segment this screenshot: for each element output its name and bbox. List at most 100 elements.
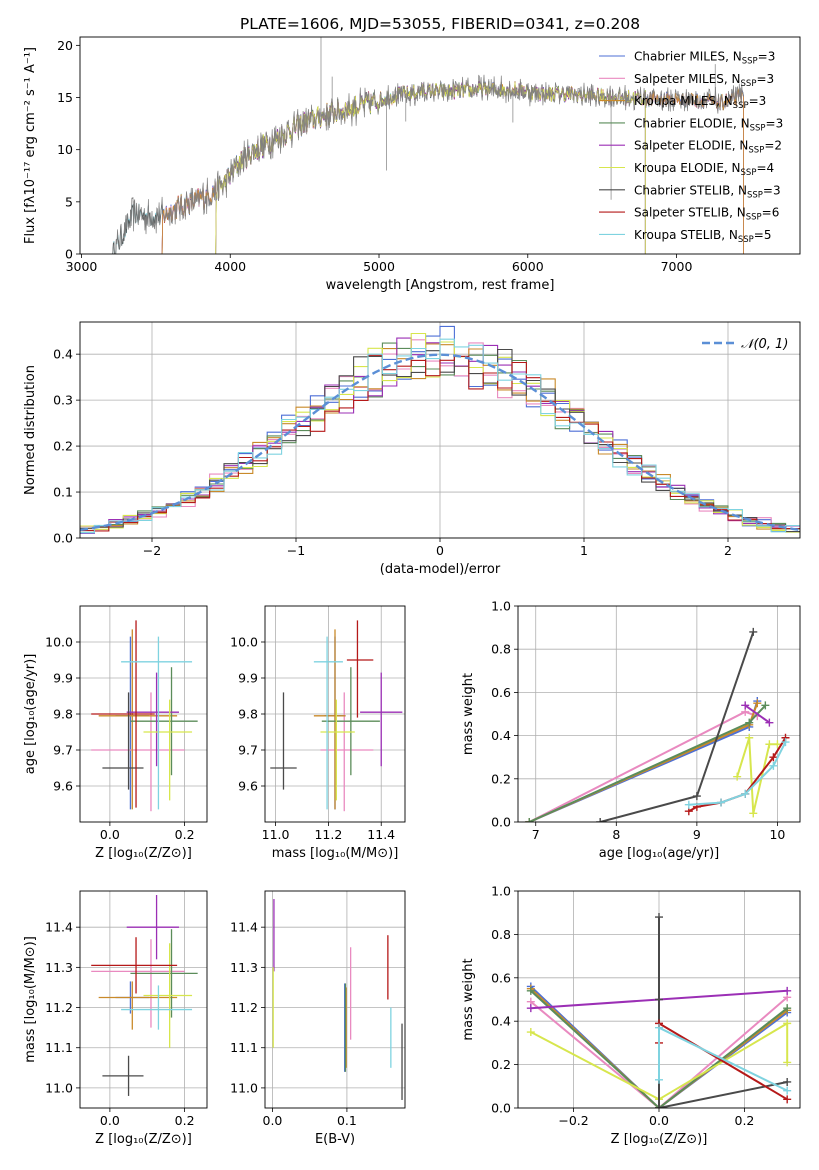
x-tick-label: 6000 <box>512 259 544 274</box>
legend-subscript: SSP <box>748 146 764 156</box>
y-tick-label: 9.8 <box>238 707 258 722</box>
x-tick-label: −2 <box>143 543 161 558</box>
y-tick-label: 11.2 <box>45 1000 73 1015</box>
legend-eq: = <box>754 228 764 242</box>
x-tick-label: 0.2 <box>175 827 195 842</box>
legend-n-value: 5 <box>764 228 772 242</box>
y-tick-label: 0.2 <box>491 1057 511 1072</box>
legend-eq: = <box>763 183 773 197</box>
figure-title: PLATE=1606, MJD=53055, FIBERID=0341, z=0… <box>240 15 640 33</box>
axes-frame <box>264 605 406 823</box>
spectrum-line <box>215 81 646 254</box>
legend-entry: 𝒩(0, 1) <box>741 337 788 352</box>
mass-weight-line <box>530 987 788 1108</box>
y-tick-label: 11.1 <box>230 1040 258 1055</box>
mass-weight-marker <box>717 798 726 807</box>
mass-weight-marker <box>783 986 792 995</box>
legend-n-value: 3 <box>773 183 781 197</box>
mass-weight-marker <box>733 772 742 781</box>
x-tick-label: 1 <box>580 543 588 558</box>
mass-weight-line <box>658 917 788 1108</box>
y-tick-label: 11.3 <box>230 960 258 975</box>
spectrum-line <box>215 80 646 254</box>
x-tick-label: 0.0 <box>263 1113 283 1128</box>
mass-weight-marker <box>526 1028 535 1037</box>
legend-eq: = <box>758 50 768 64</box>
y-tick-label: 1.0 <box>491 884 511 899</box>
legend-eq: = <box>764 139 774 153</box>
legend-n-value: 3 <box>768 50 776 64</box>
x-tick-label: 8 <box>612 827 620 842</box>
mass-weight-marker <box>773 740 782 749</box>
mass-weight-marker <box>526 986 535 995</box>
y-axis-label: mass [log₁₀(M/M⊙)] <box>23 936 38 1063</box>
axes: −0.2 0.0 0.2 0.0 0.2 0.4 0.6 0.8 1.0 Z [log₁₀(Z/Z… <box>461 884 754 1148</box>
x-tick-label: 0.2 <box>735 1113 755 1128</box>
legend-subscript: SSP <box>741 168 757 178</box>
legend-entry: Chabrier ELODIE, NSSP=3 <box>634 116 783 133</box>
legend-entry: Chabrier MILES, NSSP=3 <box>634 50 775 67</box>
legend-n-value: 3 <box>759 94 767 108</box>
legend-entry: Salpeter STELIB, NSSP=6 <box>634 206 779 223</box>
y-tick-label: 9.6 <box>238 779 258 794</box>
y-tick-label: 1.0 <box>491 599 511 614</box>
y-tick-label: 0.6 <box>491 685 511 700</box>
y-tick-label: 0.0 <box>491 1101 511 1116</box>
legend-n-value: 4 <box>767 161 775 175</box>
y-tick-label: 0.2 <box>53 439 73 454</box>
legend-n-label: , N <box>730 183 747 197</box>
y-tick-label: 9.7 <box>53 743 73 758</box>
legend-n-label: , N <box>721 228 738 242</box>
legend-subscript: SSP <box>747 190 763 200</box>
y-tick-label: 0.0 <box>491 815 511 830</box>
mass-weight-line <box>599 631 755 822</box>
histogram-step <box>80 354 800 532</box>
x-tick-label: −1 <box>287 543 305 558</box>
mass-weight-marker <box>655 1023 663 1032</box>
axes-frame <box>79 605 208 823</box>
legend-n-label: , N <box>732 139 749 153</box>
legend-subscript: SSP <box>742 57 758 67</box>
y-tick-label: 15 <box>57 90 73 105</box>
legend-eq: = <box>749 94 759 108</box>
y-tick-label: 0.4 <box>53 347 73 362</box>
y-tick-label: 0.2 <box>491 771 511 786</box>
x-axis-label: Z [log₁₀(Z/Z⊙)] <box>95 1132 192 1147</box>
legend-subscript: SSP <box>733 101 749 111</box>
x-tick-label: 7 <box>532 827 540 842</box>
spectrum-line <box>215 80 646 254</box>
mass-weight-marker <box>783 1095 792 1104</box>
legend-entry: Kroupa MILES, NSSP=3 <box>634 94 766 111</box>
plot-area <box>518 606 800 822</box>
normal-curve <box>80 353 800 532</box>
axes: 7 8 9 10 0.0 0.2 0.4 0.6 0.8 1.0 age [log₁₀(age/yr… <box>461 599 785 862</box>
legend-subscript: SSP <box>741 79 757 89</box>
axes: 11.0 11.2 11.4 9.6 9.7 9.8 9.9 10.0 mass [log₁₀(… <box>230 635 398 862</box>
mass-weight-line <box>530 996 788 1108</box>
age-vs-metallicity-panel: 0.0 0.2 9.6 9.7 9.8 9.9 10.0 Z [log₁₀(Z/Z⊙)] age… <box>23 605 208 861</box>
x-axis-label: mass [log₁₀(M/M⊙)] <box>272 846 399 861</box>
legend-label: Kroupa MILES <box>634 94 716 108</box>
y-tick-label: 11.0 <box>45 1080 73 1095</box>
mass-weight-marker <box>749 627 758 636</box>
mass-weight-line <box>530 990 788 1108</box>
y-tick-label: 9.8 <box>53 707 73 722</box>
legend-label: Kroupa STELIB <box>634 228 721 242</box>
plot-area <box>112 37 744 254</box>
axes-frame <box>517 890 801 1109</box>
x-tick-label: 10 <box>769 827 785 842</box>
mass-weight-marker <box>753 699 762 708</box>
mass-weight-line <box>736 736 778 815</box>
y-tick-label: 20 <box>57 38 73 53</box>
legend-n-label: , N <box>716 94 733 108</box>
axes: 0.0 0.1 11.0 11.1 11.2 11.3 11.4 E(B-V) <box>230 920 357 1147</box>
x-axis-label: E(B-V) <box>315 1132 355 1147</box>
mass-weight-marker <box>741 789 750 798</box>
legend-label: Chabrier STELIB <box>634 183 730 197</box>
mass-weight-marker <box>783 1004 792 1013</box>
legend-eq: = <box>756 161 766 175</box>
x-tick-label: 5000 <box>363 259 395 274</box>
mass-weight-marker <box>783 1058 792 1067</box>
